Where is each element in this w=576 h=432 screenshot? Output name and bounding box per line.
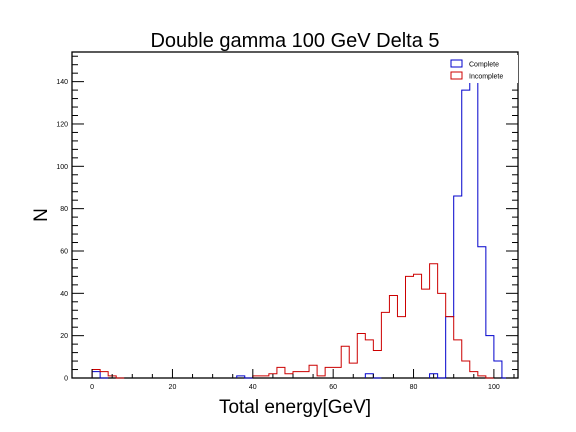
histogram-line-complete <box>91 70 510 379</box>
plot-area-border <box>71 51 519 379</box>
y-tick-label: 140 <box>56 79 68 86</box>
x-tick-label: 20 <box>169 384 177 391</box>
x-axis-title: Total energy[GeV] <box>219 397 371 418</box>
y-tick-label: 80 <box>60 206 68 213</box>
y-tick-label: 20 <box>60 333 68 340</box>
plot-frame <box>71 51 519 379</box>
histogram-line-incomplete <box>91 263 494 379</box>
legend-swatch-complete <box>450 59 463 68</box>
chart-title: Double gamma 100 GeV Delta 5 <box>150 30 439 52</box>
y-axis-title: N <box>31 208 52 222</box>
series-complete <box>91 70 510 379</box>
legend-label-incomplete: Incomplete <box>469 74 503 81</box>
x-tick-label: 0 <box>90 384 94 391</box>
legend-label-complete: Complete <box>469 62 499 69</box>
y-tick-label: 60 <box>60 248 68 255</box>
y-tick-label: 40 <box>60 291 68 298</box>
x-tick-label: 40 <box>249 384 257 391</box>
y-tick-label: 0 <box>64 376 68 383</box>
x-tick-label: 60 <box>329 384 337 391</box>
legend-entries: Complete Incomplete <box>450 59 503 81</box>
y-tick-label: 100 <box>56 164 68 171</box>
x-tick-label: 80 <box>410 384 418 391</box>
legend-swatch-incomplete <box>450 71 463 80</box>
x-tick-label: 100 <box>488 384 500 391</box>
series-incomplete <box>91 263 494 379</box>
series-layer <box>91 70 510 379</box>
y-tick-label: 120 <box>56 121 68 128</box>
legend: Complete Incomplete <box>449 55 518 83</box>
axis-layer: 0 20 40 60 80 100 0 20 40 60 80 100 120 140 <box>56 55 518 391</box>
